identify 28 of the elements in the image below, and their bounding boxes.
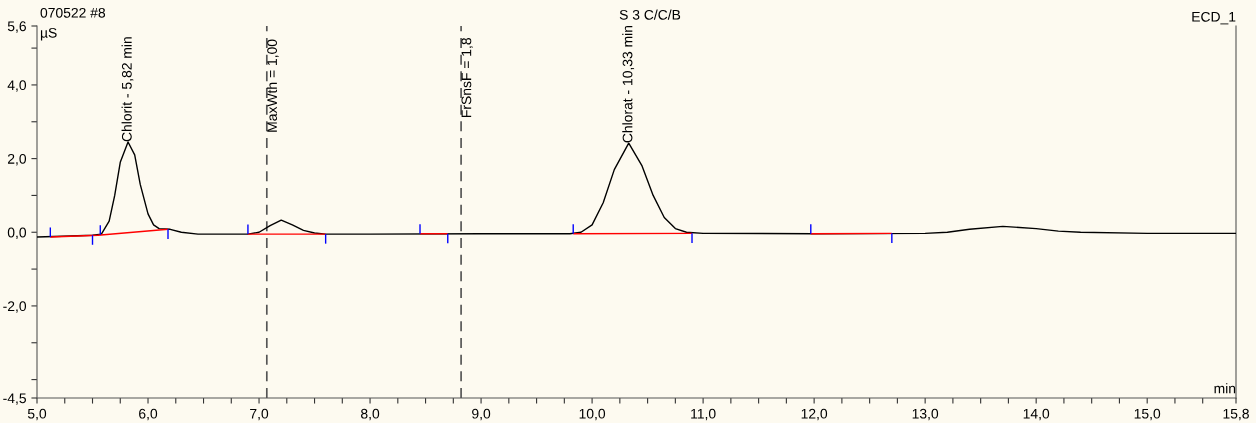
y-axis-title: µS <box>40 27 57 41</box>
x-tick-label: 8,0 <box>361 408 380 421</box>
text: 070522 #8 <box>40 7 106 18</box>
annotation: Chlorat - 10,33 min <box>622 25 635 143</box>
x-tick-label: 11,0 <box>691 408 716 421</box>
chart-title: S 3 C/C/B <box>619 9 681 20</box>
x-tick-label: 15,0 <box>1134 408 1161 421</box>
x-tick-label: 12,0 <box>801 408 828 421</box>
y-tick-label: 0,0 <box>7 227 27 240</box>
annotation: Chlorit - 5,82 min <box>121 37 134 142</box>
x-tick-label: 10,0 <box>579 408 606 421</box>
y-tick-label: -2,0 <box>3 301 27 313</box>
y-tick-label: 4,0 <box>7 80 27 92</box>
annotation: MaxWth = 1,00 <box>266 39 279 132</box>
y-tick-label: 5,6 <box>7 21 26 33</box>
text: ECD_1 <box>1192 11 1236 25</box>
x-tick-label: 14,0 <box>1023 408 1050 421</box>
y-tick-label: -4,5 <box>3 393 26 405</box>
line-series <box>37 141 1236 238</box>
x-tick-label: 7,0 <box>250 408 269 421</box>
x-tick-label: 13,0 <box>912 408 939 421</box>
x-axis-title: min <box>1214 383 1236 394</box>
x-tick-label: 15,8 <box>1223 408 1249 421</box>
x-tick-label: 5,0 <box>27 408 47 421</box>
y-tick-label: 2,0 <box>7 153 27 166</box>
x-tick-label: 9,0 <box>472 408 491 421</box>
x-tick-label: 6,0 <box>139 408 158 421</box>
annotation: FrSnsF = 1,8 <box>461 38 473 117</box>
